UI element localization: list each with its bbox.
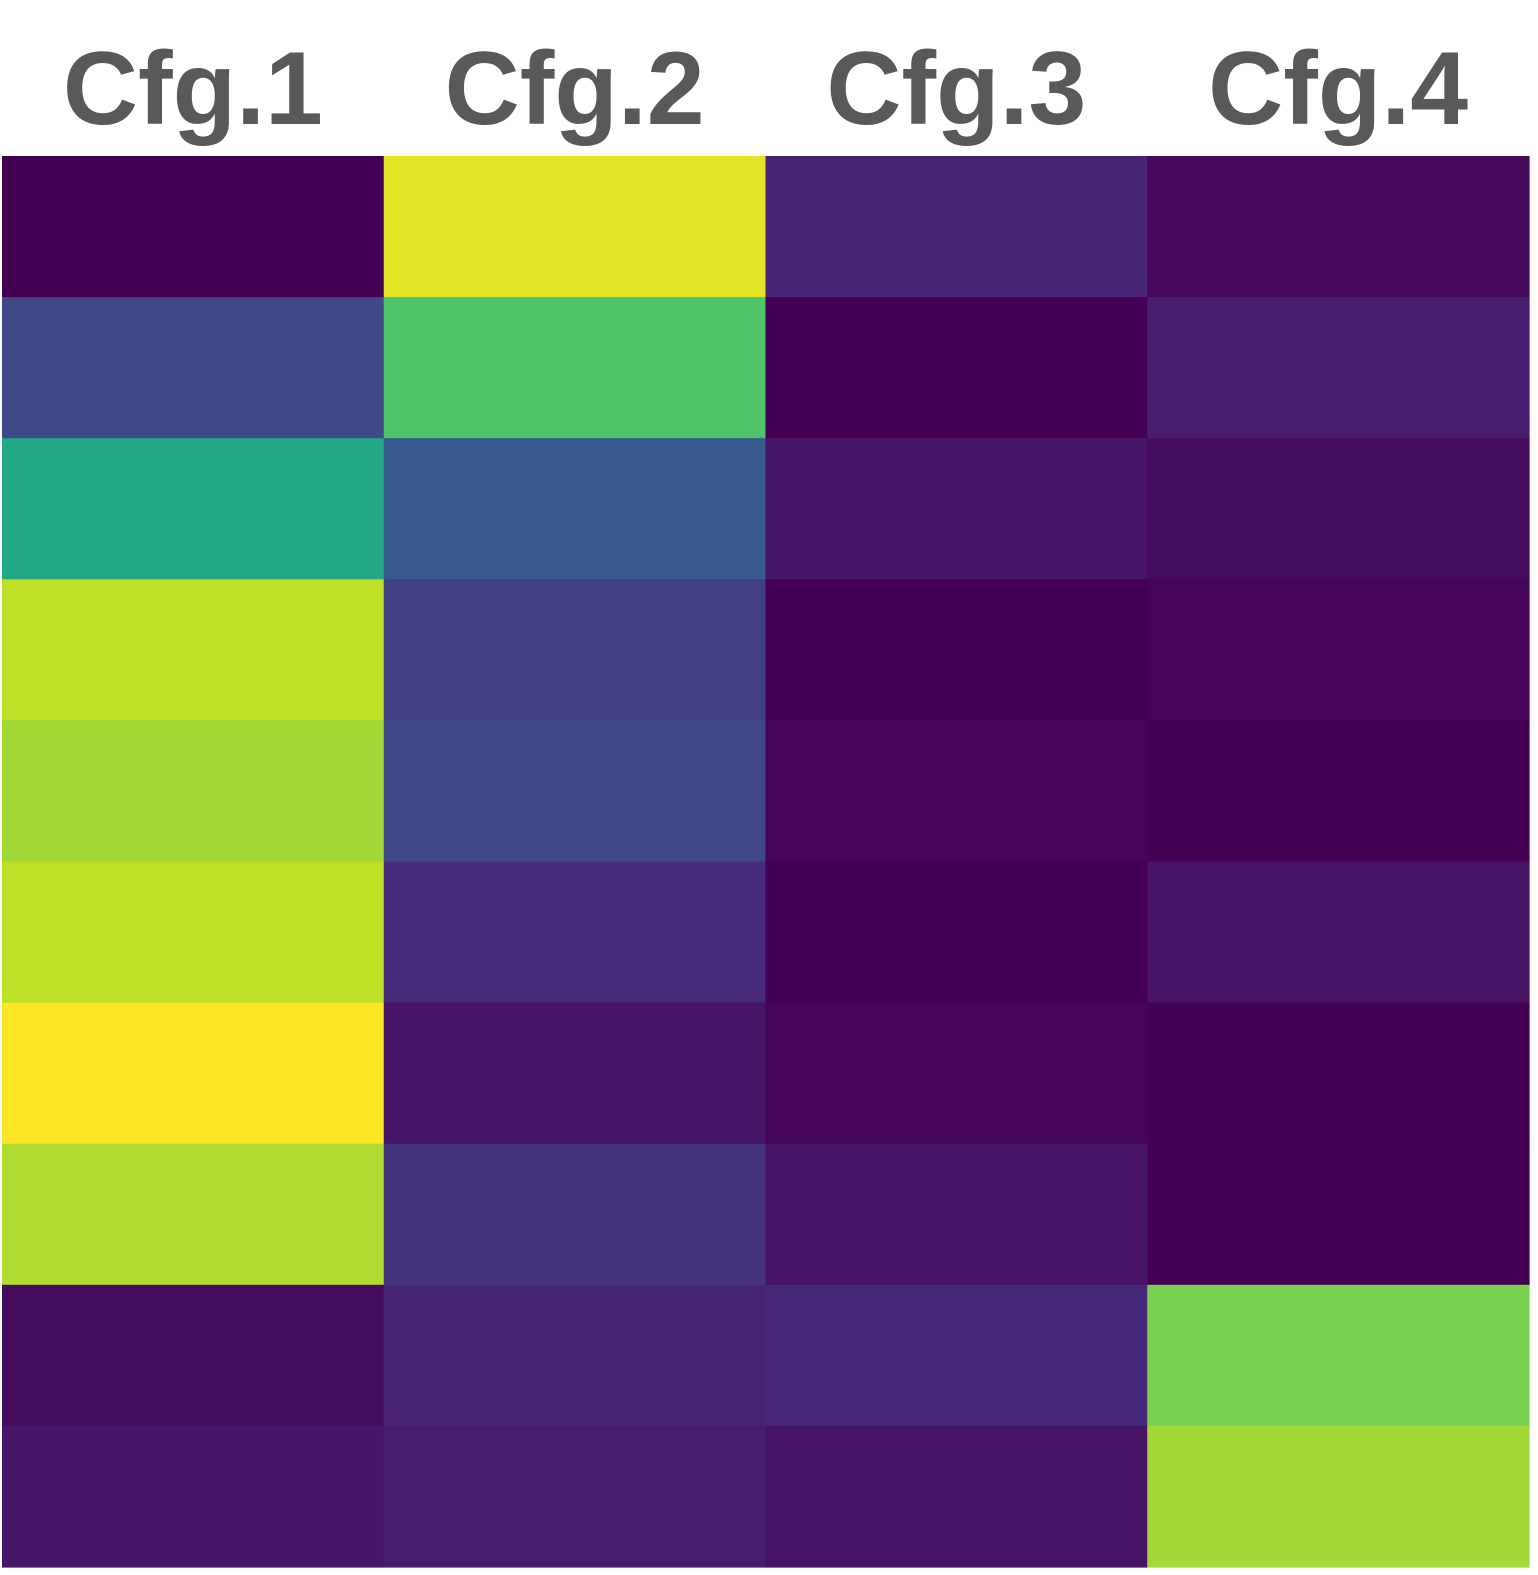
heatmap-cell bbox=[2, 579, 385, 721]
heatmap-cell bbox=[1147, 1002, 1530, 1145]
column-label: Cfg.4 bbox=[1208, 31, 1468, 147]
heatmap-cell bbox=[765, 579, 1148, 721]
heatmap-cell bbox=[2, 861, 385, 1004]
heatmap-cell bbox=[2, 1002, 385, 1145]
heatmap-cell bbox=[765, 1284, 1148, 1427]
heatmap-cell bbox=[765, 156, 1148, 298]
heatmap-cell bbox=[1147, 1425, 1530, 1568]
heatmap-cell bbox=[2, 156, 385, 298]
heatmap-cell bbox=[383, 1143, 767, 1286]
heatmap-cell bbox=[383, 1425, 767, 1568]
heatmap-cell bbox=[1147, 1143, 1530, 1286]
heatmap-cell bbox=[383, 1002, 767, 1145]
heatmap-cell bbox=[1147, 297, 1530, 439]
heatmap-cell bbox=[2, 720, 385, 863]
heatmap-cell bbox=[2, 1284, 385, 1427]
heatmap-cell bbox=[383, 297, 767, 439]
heatmap-cell bbox=[1147, 1284, 1530, 1427]
heatmap-cell bbox=[1147, 720, 1530, 863]
heatmap-cell bbox=[765, 1425, 1148, 1568]
heatmap-cell bbox=[2, 1143, 385, 1286]
column-labels: Cfg.1 Cfg.2 Cfg.3 Cfg.4 bbox=[63, 31, 1468, 147]
heatmap-cell bbox=[2, 297, 385, 439]
heatmap-cell bbox=[765, 720, 1148, 863]
heatmap-cell bbox=[1147, 861, 1530, 1004]
heatmap-cell bbox=[383, 720, 767, 863]
heatmap-cell bbox=[383, 438, 767, 580]
heatmap-cell bbox=[2, 1425, 385, 1568]
heatmap-cell bbox=[1147, 579, 1530, 721]
heatmap-cell bbox=[1147, 438, 1530, 580]
heatmap-cell bbox=[383, 1284, 767, 1427]
heatmap-cell bbox=[765, 1143, 1148, 1286]
heatmap-cell bbox=[765, 438, 1148, 580]
heatmap-cell bbox=[1147, 156, 1530, 298]
heatmap-cells bbox=[2, 156, 1530, 1568]
heatmap-cell bbox=[2, 438, 385, 580]
heatmap-cell bbox=[383, 861, 767, 1004]
column-label: Cfg.2 bbox=[445, 31, 705, 147]
column-label: Cfg.1 bbox=[63, 31, 323, 147]
heatmap-cell bbox=[383, 156, 767, 298]
heatmap-cell bbox=[765, 297, 1148, 439]
heatmap-cell bbox=[383, 579, 767, 721]
heatmap-cell bbox=[765, 1002, 1148, 1145]
heatmap-cell bbox=[765, 861, 1148, 1004]
column-label: Cfg.3 bbox=[826, 31, 1086, 147]
